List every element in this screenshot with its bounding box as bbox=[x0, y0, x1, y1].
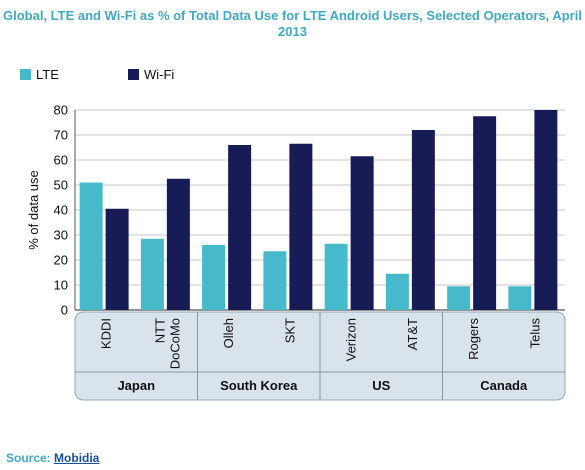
bar-lte bbox=[79, 182, 103, 310]
bar-wifi bbox=[473, 116, 497, 310]
y-tick-label: 40 bbox=[54, 203, 68, 218]
group-label: Japan bbox=[117, 378, 155, 393]
source-note: Source: Mobidia bbox=[6, 451, 99, 465]
bar-lte bbox=[140, 238, 164, 310]
y-axis-label: % of data use bbox=[26, 170, 41, 250]
bar-wifi bbox=[534, 110, 558, 310]
y-tick-label: 70 bbox=[54, 128, 68, 143]
legend-label-wifi: Wi-Fi bbox=[144, 67, 175, 82]
legend-item-wifi: Wi-Fi bbox=[128, 67, 174, 82]
group-label: US bbox=[372, 378, 390, 393]
bar-lte bbox=[324, 243, 348, 310]
legend-swatch-lte bbox=[20, 69, 31, 80]
x-tick-label: SKT bbox=[282, 318, 297, 343]
x-tick-label: Rogers bbox=[466, 318, 481, 360]
bar-wifi bbox=[105, 208, 129, 310]
bar-wifi bbox=[411, 130, 435, 310]
y-tick-label: 10 bbox=[54, 278, 68, 293]
bar-chart: 0 10 20 30 40 50 60 70 80 % of data use KDDI NTT DoC… bbox=[26, 103, 566, 401]
y-tick-label: 80 bbox=[54, 103, 68, 118]
bar-lte bbox=[385, 273, 409, 310]
chart-title: Global, LTE and Wi-Fi as % of Total Data… bbox=[3, 8, 582, 39]
y-tick-label: 30 bbox=[54, 228, 68, 243]
y-tick-label: 0 bbox=[61, 303, 68, 318]
bar-lte bbox=[263, 251, 287, 310]
x-tick-label: Telus bbox=[527, 318, 542, 349]
x-tick-label: KDDI bbox=[99, 318, 114, 349]
source-label: Source: bbox=[6, 451, 51, 465]
bar-wifi bbox=[350, 156, 374, 310]
bar-wifi bbox=[166, 178, 190, 310]
x-tick-label: AT&T bbox=[405, 318, 420, 350]
x-tick-label: Olleh bbox=[221, 318, 236, 348]
source-link[interactable]: Mobidia bbox=[54, 451, 100, 465]
y-tick-label: 20 bbox=[54, 253, 68, 268]
bar-lte bbox=[447, 286, 471, 310]
y-tick-label: 60 bbox=[54, 153, 68, 168]
group-label: Canada bbox=[480, 378, 528, 393]
bar-lte bbox=[202, 245, 226, 310]
y-tick-label: 50 bbox=[54, 178, 68, 193]
legend-label-lte: LTE bbox=[36, 67, 59, 82]
bar-lte bbox=[508, 286, 532, 310]
bar-wifi bbox=[289, 143, 313, 310]
legend-item-lte: LTE bbox=[20, 67, 59, 82]
x-tick-label: DoCoMo bbox=[167, 318, 182, 369]
group-label: South Korea bbox=[220, 378, 298, 393]
bar-wifi bbox=[228, 145, 252, 310]
x-tick-label: Verizon bbox=[344, 318, 359, 361]
x-tick-label: NTT bbox=[152, 318, 167, 343]
legend-swatch-wifi bbox=[128, 69, 139, 80]
